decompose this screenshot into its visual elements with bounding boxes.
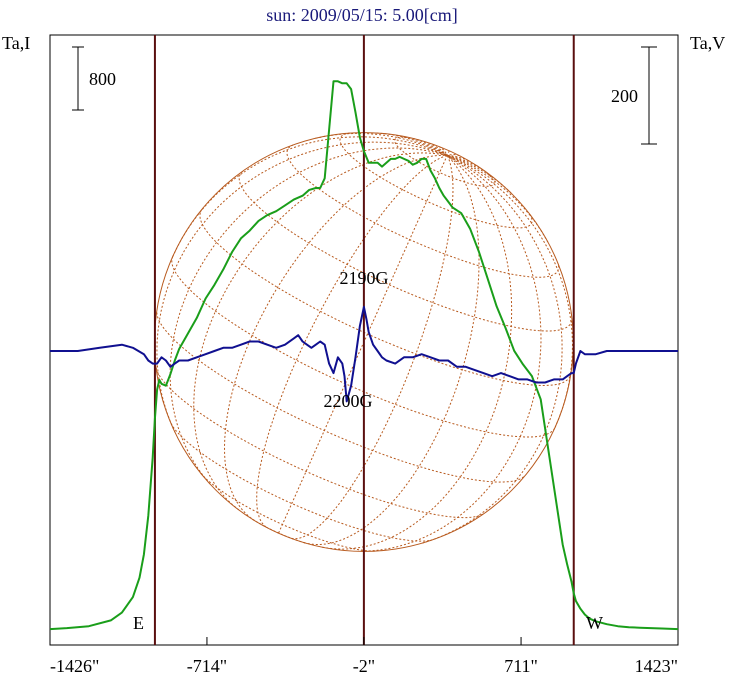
disk-longitude-line	[169, 147, 448, 485]
reference-lines	[153, 35, 575, 645]
disk-latitude-line	[200, 472, 376, 552]
disk-latitude-line	[238, 171, 573, 332]
disk-longitude-line	[447, 154, 484, 171]
scale-bar-right-label: 200	[611, 86, 638, 106]
disk-longitude-line	[223, 154, 448, 521]
disk-longitude-line	[447, 154, 549, 243]
left-axis-label: Ta,I	[2, 33, 30, 53]
disk-longitude-line	[376, 132, 448, 156]
scale-bar-left-label: 800	[89, 69, 116, 89]
scale-bar-right	[641, 46, 657, 145]
disk-longitude-line	[256, 154, 448, 528]
x-tick-label: 711"	[504, 656, 538, 676]
limb-label-west: W	[586, 613, 603, 633]
disk-latitude-line	[155, 367, 484, 519]
solar-disk-grid	[153, 132, 574, 552]
disk-longitude-line	[438, 146, 448, 156]
annotation-lower-peak: 2200G	[324, 391, 373, 411]
x-tick-label: -1426"	[50, 656, 99, 676]
disk-longitude-line	[156, 141, 448, 433]
right-axis-label: Ta,V	[690, 33, 725, 53]
disk-longitude-line	[278, 155, 448, 534]
series-line-ta-i	[49, 80, 679, 631]
disk-longitude-line	[446, 154, 574, 428]
x-tick-label: -714"	[187, 656, 227, 676]
disk-longitude-line	[447, 154, 512, 194]
x-tick-label: 1423"	[635, 656, 678, 676]
disk-longitude-line	[447, 153, 460, 157]
scale-bar-left	[72, 46, 84, 111]
disk-latitude-line	[394, 136, 495, 187]
disk-longitude-line	[446, 150, 450, 156]
annotation-upper-peak: 2190G	[340, 268, 389, 288]
disk-longitude-line	[172, 136, 448, 257]
x-tick-label: -2"	[353, 656, 375, 676]
chart-title: sun: 2009/05/15: 5.00[cm]	[266, 5, 458, 25]
disk-latitude-line	[339, 132, 533, 229]
series-line-ta-v	[50, 305, 678, 403]
disk-longitude-line	[193, 152, 448, 511]
disk-longitude-line	[360, 154, 542, 552]
x-axis-ticks: -1426" -714" -2" 711" 1423"	[49, 637, 679, 676]
limb-label-east: E	[133, 613, 144, 633]
disk-longitude-line	[303, 155, 480, 545]
disk-longitude-line	[322, 155, 513, 550]
disk-latitude-line	[170, 423, 433, 542]
disk-longitude-line	[315, 132, 448, 156]
disk-longitude-line	[291, 155, 454, 540]
series-group	[49, 80, 679, 631]
